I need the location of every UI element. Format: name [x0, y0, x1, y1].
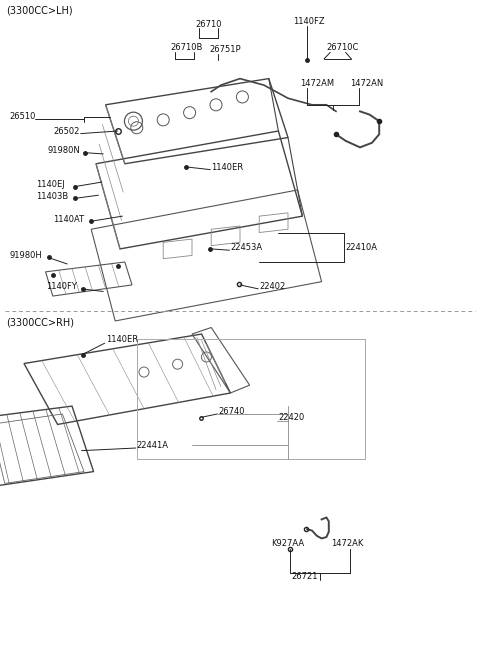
Text: 26510: 26510 — [10, 112, 36, 121]
Text: 26751P: 26751P — [210, 45, 241, 54]
Text: 1140ER: 1140ER — [106, 335, 138, 344]
Text: 1472AN: 1472AN — [350, 79, 384, 88]
Text: 26502: 26502 — [54, 126, 80, 136]
Text: 91980H: 91980H — [10, 251, 42, 260]
Text: 1140AT: 1140AT — [53, 215, 84, 224]
Text: 1472AM: 1472AM — [300, 79, 334, 88]
Text: 22441A: 22441A — [137, 441, 169, 450]
Text: 91980N: 91980N — [47, 146, 80, 155]
Text: (3300CC>LH): (3300CC>LH) — [6, 5, 72, 16]
Text: 26710B: 26710B — [170, 43, 203, 52]
Text: 26710: 26710 — [195, 20, 222, 29]
Text: 1140EJ: 1140EJ — [36, 180, 65, 189]
Text: 1140ER: 1140ER — [211, 162, 243, 172]
Text: K927AA: K927AA — [271, 539, 304, 548]
Text: 26721: 26721 — [291, 572, 318, 581]
Text: 22402: 22402 — [259, 282, 286, 291]
Text: 1140FZ: 1140FZ — [293, 17, 324, 26]
Text: (3300CC>RH): (3300CC>RH) — [6, 317, 74, 328]
Text: 26710C: 26710C — [326, 43, 359, 52]
Text: 22453A: 22453A — [230, 243, 263, 252]
Text: 22420: 22420 — [278, 413, 305, 422]
Text: 11403B: 11403B — [36, 192, 68, 201]
Text: 1140FY: 1140FY — [46, 282, 76, 291]
Text: 1472AK: 1472AK — [331, 539, 363, 548]
Text: 22410A: 22410A — [346, 243, 378, 252]
Text: 26740: 26740 — [218, 407, 245, 416]
